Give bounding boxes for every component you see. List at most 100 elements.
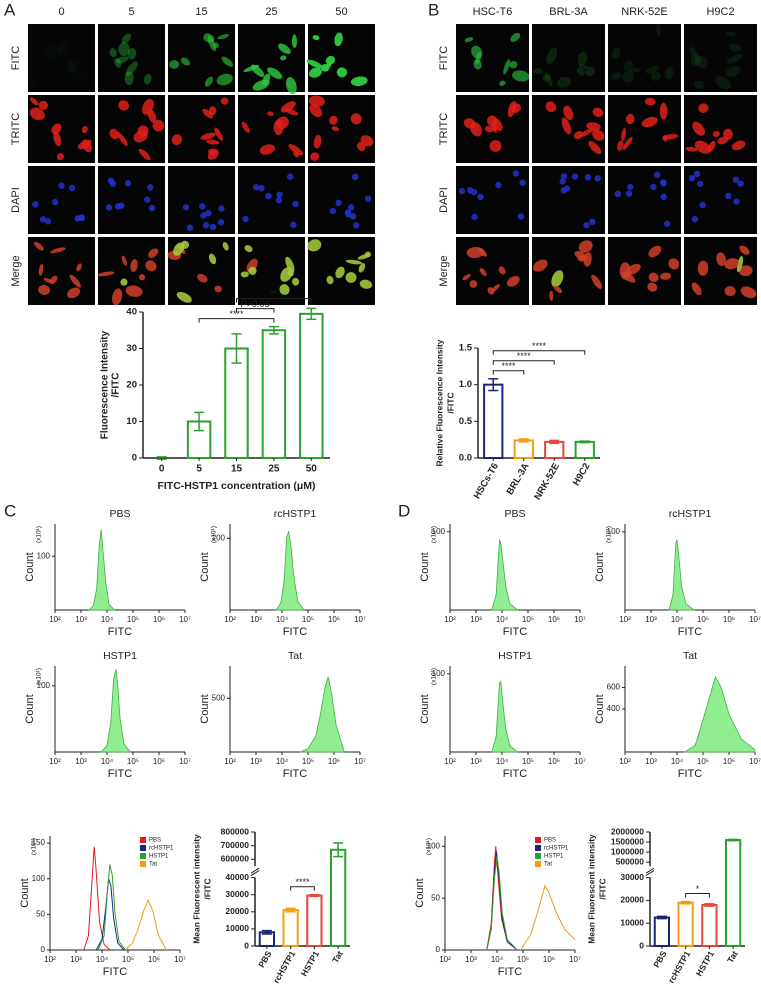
cell xyxy=(685,146,698,152)
y-axis-label: /FITC xyxy=(597,878,607,899)
cell xyxy=(577,255,586,262)
bar xyxy=(653,916,670,947)
y-axis-label: Count xyxy=(414,878,426,907)
legend-label: PBS xyxy=(149,838,161,844)
x-tick-label: Tat xyxy=(725,949,740,965)
x-tick-label: 10² xyxy=(444,615,456,624)
chart-title: Tat xyxy=(683,650,697,662)
histogram-line xyxy=(520,884,576,951)
cell xyxy=(267,67,283,80)
cell xyxy=(242,215,249,223)
y-axis-label: /FITC xyxy=(111,373,122,398)
x-axis-label: FITC xyxy=(678,768,702,780)
histogram-line xyxy=(486,856,518,951)
cell xyxy=(644,97,656,106)
y-multiplier: (x10¹) xyxy=(31,838,38,855)
axis-break xyxy=(645,870,655,877)
cell xyxy=(38,100,48,111)
significance-bracket xyxy=(492,350,586,355)
bar xyxy=(261,329,287,459)
cell xyxy=(44,218,52,225)
y-tick-label: 1.0 xyxy=(459,379,472,390)
cell xyxy=(617,140,624,151)
cell xyxy=(583,221,590,229)
cell xyxy=(725,66,741,77)
chart-title: PBS xyxy=(109,508,130,520)
significance-label: **** xyxy=(532,341,547,351)
cell xyxy=(659,102,668,120)
micrograph xyxy=(456,237,529,305)
x-tick-label: 10² xyxy=(49,615,61,624)
cell xyxy=(691,215,699,223)
cell xyxy=(285,256,295,273)
cell xyxy=(204,76,214,87)
cell xyxy=(724,286,736,297)
y-multiplier: (x10¹) xyxy=(36,668,43,685)
cell xyxy=(724,258,739,270)
cell xyxy=(68,184,76,192)
cell xyxy=(563,105,574,121)
y-tick-label: 0 xyxy=(41,945,46,954)
x-tick-label: 10⁵ xyxy=(302,615,314,624)
cell xyxy=(645,65,660,74)
cell xyxy=(584,174,592,181)
cell xyxy=(121,255,127,266)
micrograph xyxy=(168,95,235,163)
cell xyxy=(611,47,621,60)
y-multiplier: (x10¹) xyxy=(211,526,218,543)
histogram xyxy=(87,529,116,611)
y-axis-label: Count xyxy=(419,694,431,723)
panel-label: A xyxy=(4,0,16,19)
y-tick-label: 10 xyxy=(126,416,137,427)
cell xyxy=(357,253,371,260)
cell xyxy=(614,190,622,198)
y-tick-label: 100 xyxy=(37,681,51,690)
cell xyxy=(510,32,521,42)
chart-title: HSTP1 xyxy=(498,650,532,662)
legend-swatch xyxy=(535,837,541,843)
cell xyxy=(344,209,352,216)
cell xyxy=(561,117,572,135)
panel-label: D xyxy=(398,501,410,520)
column-label: H9C2 xyxy=(706,6,734,18)
y-tick-label: 10000 xyxy=(225,923,249,933)
cell xyxy=(67,287,81,299)
x-tick-label: 0 xyxy=(159,464,165,475)
cell xyxy=(466,186,474,194)
x-axis-label: FITC xyxy=(498,966,522,978)
y-axis-label: Relative Fluorescence Intensity xyxy=(434,339,444,466)
cell xyxy=(130,259,138,273)
bar xyxy=(544,440,565,460)
cell xyxy=(479,267,487,276)
micrograph xyxy=(684,24,757,92)
cell xyxy=(694,140,711,154)
row-label: Merge xyxy=(10,255,22,286)
x-tick-label: 10⁵ xyxy=(122,955,134,964)
micrograph xyxy=(28,166,95,234)
cell xyxy=(489,139,502,152)
x-tick-label: 10⁵ xyxy=(697,757,709,766)
x-tick-label: 10³ xyxy=(470,615,482,624)
chart-title: Tat xyxy=(288,650,302,662)
significance-bracket xyxy=(290,886,315,891)
cell xyxy=(287,173,294,180)
cell xyxy=(53,131,62,147)
cell xyxy=(125,61,138,76)
cell xyxy=(81,139,92,153)
significance-bracket xyxy=(236,298,312,303)
row-label: TRITC xyxy=(438,113,450,145)
histogram-line xyxy=(125,898,167,951)
panel-label: C xyxy=(4,501,16,520)
micrograph xyxy=(532,24,605,92)
cell xyxy=(202,108,214,119)
cell xyxy=(542,74,551,82)
y-axis-label: Count xyxy=(594,552,606,581)
y-tick-label: 0.0 xyxy=(459,453,472,464)
cell xyxy=(716,252,726,267)
cell xyxy=(731,140,746,151)
axis-break xyxy=(250,867,260,874)
significance-label: * xyxy=(696,884,700,894)
y-tick-label: 600000 xyxy=(221,854,250,864)
column-label: HSC-T6 xyxy=(473,6,513,18)
x-tick-label: 10² xyxy=(224,615,236,624)
